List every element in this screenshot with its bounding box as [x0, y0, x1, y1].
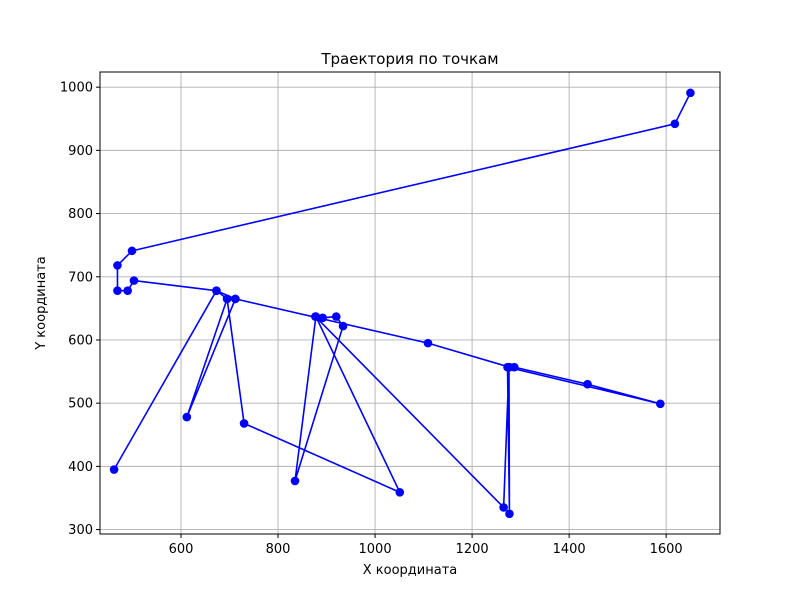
trajectory-point [338, 321, 348, 331]
trajectory-point [318, 313, 327, 323]
chart-title: Траектория по точкам [320, 50, 498, 68]
trajectory-series [109, 88, 695, 519]
trajectory-point [109, 465, 119, 474]
x-axis-label: X координата [363, 563, 458, 578]
y-tick-label: 1000 [60, 81, 93, 96]
y-tick-label: 900 [68, 144, 93, 159]
trajectory-point [113, 261, 122, 270]
trajectory-point [123, 286, 132, 295]
y-tick-label: 300 [68, 523, 93, 538]
trajectory-point [239, 419, 249, 428]
x-tick-label: 600 [169, 542, 194, 557]
x-tick-label: 1400 [553, 542, 586, 557]
trajectory-point [212, 286, 221, 295]
trajectory-point [499, 503, 508, 512]
x-axis-ticks: 600 800 1000 1200 1400 1600 [169, 534, 683, 557]
trajectory-point [504, 362, 514, 372]
trajectory-point [182, 412, 192, 422]
plot-area-frame [99, 71, 721, 535]
grid-lines [100, 72, 720, 534]
x-tick-label: 1600 [650, 542, 683, 557]
trajectory-point [129, 276, 139, 285]
x-tick-label: 1000 [359, 542, 392, 557]
x-tick-label: 1200 [456, 542, 489, 557]
trajectory-point [331, 312, 341, 321]
y-axis-label: Y координата [34, 256, 49, 351]
y-axis-ticks: 300 400 500 600 700 800 900 1000 [60, 81, 100, 538]
trajectory-point [222, 294, 232, 304]
trajectory-point [311, 312, 321, 321]
y-tick-label: 500 [68, 397, 93, 412]
y-tick-label: 800 [68, 207, 93, 222]
trajectory-point [505, 509, 514, 519]
trajectory-point [231, 294, 240, 304]
trajectory-point [656, 399, 665, 409]
trajectory-point [686, 88, 695, 98]
trajectory-point [113, 286, 122, 295]
x-tick-label: 800 [266, 542, 291, 557]
trajectory-point [423, 338, 433, 348]
trajectory-point [290, 476, 300, 486]
y-tick-label: 400 [68, 460, 93, 475]
trajectory-point [670, 119, 680, 129]
trajectory-point [127, 246, 137, 256]
trajectory-point [395, 487, 405, 497]
y-tick-label: 700 [68, 270, 93, 285]
trajectory-point [583, 379, 592, 389]
y-tick-label: 600 [68, 333, 93, 348]
